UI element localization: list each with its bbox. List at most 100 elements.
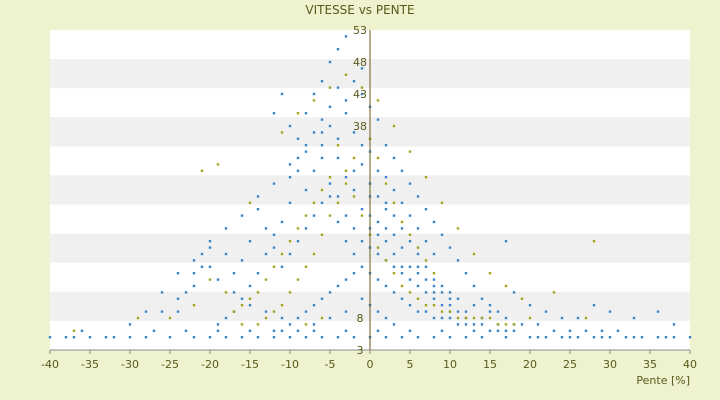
- data-point: [288, 163, 292, 166]
- data-point: [352, 195, 356, 198]
- data-point: [480, 316, 484, 320]
- data-point: [256, 291, 260, 294]
- data-point: [296, 156, 300, 160]
- data-point: [560, 336, 564, 339]
- data-point: [232, 291, 236, 294]
- data-point: [424, 310, 428, 313]
- data-point: [48, 336, 52, 339]
- data-point: [320, 188, 324, 192]
- data-point: [504, 323, 508, 326]
- data-point: [336, 284, 340, 288]
- data-point: [176, 310, 180, 313]
- data-point: [504, 284, 508, 288]
- data-point: [328, 214, 332, 217]
- data-point: [256, 195, 260, 198]
- data-point: [256, 272, 260, 275]
- data-point: [424, 176, 428, 179]
- data-point: [344, 169, 348, 172]
- data-point: [328, 195, 332, 198]
- x-tick-label: 10: [443, 358, 457, 371]
- data-point: [376, 169, 380, 172]
- data-point: [440, 316, 444, 320]
- data-point: [504, 329, 508, 332]
- data-point: [256, 336, 260, 339]
- data-point: [264, 252, 268, 256]
- data-point: [288, 336, 292, 339]
- x-tick-label: 30: [603, 358, 617, 371]
- data-point: [424, 208, 428, 211]
- data-point: [504, 316, 508, 320]
- data-point: [312, 252, 316, 256]
- data-point: [168, 336, 172, 339]
- data-point: [416, 246, 420, 249]
- data-point: [320, 131, 324, 134]
- data-point: [432, 304, 436, 307]
- data-point: [296, 137, 300, 140]
- data-point: [448, 291, 452, 294]
- data-point: [456, 316, 460, 320]
- data-point: [192, 272, 196, 275]
- data-point: [440, 291, 444, 294]
- data-point: [456, 310, 460, 313]
- data-point: [184, 291, 188, 294]
- data-point: [376, 220, 380, 224]
- data-point: [376, 118, 380, 121]
- data-point: [296, 278, 300, 281]
- data-point: [400, 220, 404, 224]
- data-point: [296, 169, 300, 172]
- data-point: [408, 150, 412, 153]
- data-point: [360, 208, 364, 211]
- data-point: [352, 131, 356, 134]
- data-point: [408, 214, 412, 217]
- data-point: [416, 252, 420, 256]
- data-point: [560, 316, 564, 320]
- data-point: [688, 336, 692, 339]
- data-point: [64, 336, 68, 339]
- data-point: [216, 278, 220, 281]
- x-tick-label: 25: [563, 358, 577, 371]
- data-point: [544, 336, 548, 339]
- data-point: [112, 336, 116, 339]
- data-point: [216, 323, 220, 326]
- data-point: [656, 310, 660, 313]
- data-point: [248, 284, 252, 288]
- data-point: [496, 329, 500, 332]
- data-point: [656, 336, 660, 339]
- data-point: [472, 316, 476, 320]
- data-point: [344, 240, 348, 243]
- data-point: [448, 310, 452, 313]
- data-point: [592, 336, 596, 339]
- data-point: [224, 336, 228, 339]
- data-point: [264, 227, 268, 230]
- data-point: [392, 188, 396, 192]
- data-point: [160, 310, 164, 313]
- data-point: [296, 329, 300, 332]
- data-point: [456, 323, 460, 326]
- data-point: [304, 265, 308, 268]
- y-tick-label: 43: [353, 88, 367, 101]
- y-tick-label: 8: [357, 312, 364, 325]
- data-point: [320, 336, 324, 339]
- data-point: [328, 291, 332, 294]
- data-point: [288, 240, 292, 243]
- data-point: [248, 297, 252, 300]
- data-point: [240, 297, 244, 300]
- data-point: [144, 336, 148, 339]
- data-point: [488, 304, 492, 307]
- data-point: [208, 246, 212, 249]
- data-point: [432, 278, 436, 281]
- data-point: [336, 220, 340, 224]
- data-point: [616, 329, 620, 332]
- data-point: [320, 297, 324, 300]
- data-point: [544, 310, 548, 313]
- data-point: [496, 323, 500, 326]
- data-point: [392, 156, 396, 160]
- data-point: [440, 304, 444, 307]
- data-point: [448, 336, 452, 339]
- data-point: [400, 227, 404, 230]
- data-point: [288, 124, 292, 128]
- data-point: [592, 304, 596, 307]
- data-point: [416, 195, 420, 198]
- data-point: [392, 265, 396, 268]
- data-point: [72, 329, 76, 332]
